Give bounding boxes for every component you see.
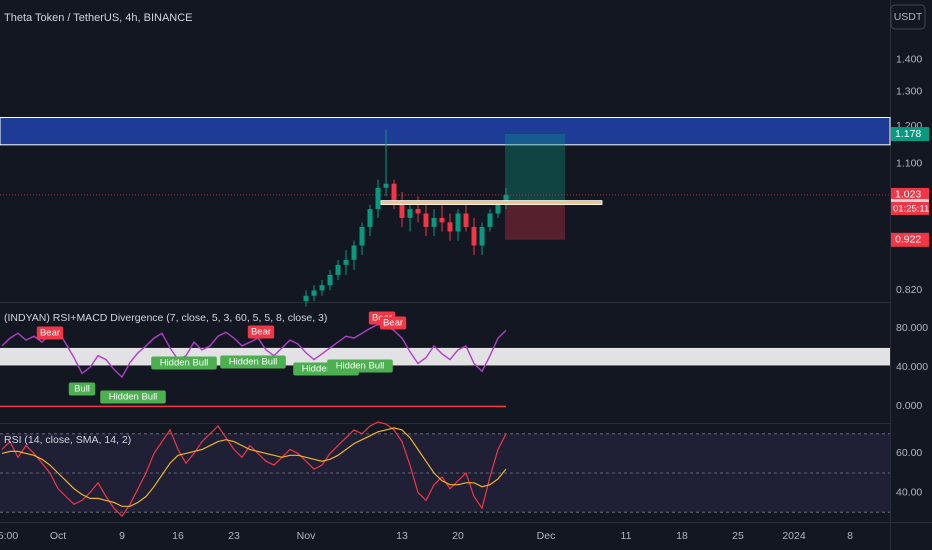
y-tick-label: 1.100 (896, 157, 922, 169)
y-tick-label: 40.000 (896, 361, 928, 373)
candle-body (383, 183, 389, 188)
candle-body (399, 200, 405, 218)
candle-body (311, 290, 317, 296)
x-tick-label: 2024 (782, 530, 806, 542)
y-tick-label: 80.000 (896, 322, 928, 334)
x-tick-label: 5:00 (0, 530, 18, 542)
chart-title: Theta Token / TetherUS, 4h, BINANCE (4, 12, 193, 24)
candle-body (319, 285, 325, 291)
zone (0, 117, 891, 146)
divergence-label: Hidden Bull (160, 358, 209, 369)
price-tag-label: 1.023 (895, 189, 921, 201)
candle-body (375, 187, 381, 210)
x-tick-label: 9 (119, 530, 125, 542)
divergence-label: Hidden Bull (302, 364, 351, 375)
x-tick-label: 20 (452, 530, 464, 542)
x-tick-label: 25 (732, 530, 744, 542)
x-tick-label: Nov (297, 530, 316, 542)
price-tag (891, 187, 929, 202)
y-tick-label: 40.00 (896, 486, 922, 498)
y-tick-label: 1.300 (896, 85, 922, 97)
candle-body (327, 274, 333, 286)
divergence-label-box (100, 390, 166, 404)
candle-body (431, 217, 437, 227)
indicator-title: (INDYAN) RSI+MACD Divergence (7, close, … (4, 312, 327, 324)
candle-body (455, 213, 461, 232)
divergence-label-box (151, 356, 217, 370)
x-tick-label: Oct (50, 530, 66, 542)
candle-body (439, 217, 445, 223)
divergence-label: Bull (74, 384, 90, 395)
candle-body (407, 209, 413, 218)
currency: USDT (894, 11, 923, 23)
currency-box[interactable] (890, 4, 926, 30)
divergence-label-box (220, 355, 286, 369)
x-tick-label: 18 (676, 530, 688, 542)
level-line (380, 200, 603, 206)
indicator-title: RSI (14, close, SMA, 14, 2) (4, 434, 131, 446)
divergence-label: Bear (251, 327, 271, 338)
candle-body (471, 226, 477, 246)
y-tick-label: 0.000 (896, 400, 922, 412)
countdown-box (891, 201, 929, 215)
candle-body (487, 213, 493, 227)
x-tick-label: Dec (537, 530, 556, 542)
price-tag (891, 232, 929, 247)
divergence-label-box (247, 325, 275, 339)
indicator-line (1, 427, 507, 507)
divergence-label: Hidden Bull (109, 392, 158, 403)
price-tag (891, 127, 929, 142)
divergence-label-box (36, 326, 64, 340)
candle-body (447, 222, 453, 232)
candle-body (359, 226, 365, 246)
candle-body (479, 226, 485, 246)
divergence-label: Hidden Bull (229, 357, 278, 368)
candle-body (495, 204, 501, 214)
x-tick-label: 23 (228, 530, 240, 542)
countdown: 01:25:11 (893, 203, 929, 214)
divergence-label: Bear (40, 328, 60, 339)
y-tick-label: 0.820 (896, 284, 922, 296)
price-tag-label: 0.922 (895, 234, 921, 246)
candle-body (367, 209, 373, 227)
y-tick-label: 60.00 (896, 447, 922, 459)
divergence-label: Hidden Bull (336, 361, 385, 372)
divergence-label-box (379, 316, 407, 330)
x-tick-label: 13 (396, 530, 408, 542)
price-tag-label: 1.178 (895, 128, 921, 140)
candle-body (415, 209, 421, 214)
x-tick-label: 11 (621, 530, 632, 542)
divergence-label-box (68, 382, 96, 396)
candle-body (303, 295, 309, 302)
position-stop (505, 202, 565, 240)
divergence-label-box (327, 359, 393, 373)
candle-body (351, 245, 357, 260)
candle-body (463, 213, 469, 227)
y-tick-label: 1.400 (896, 53, 922, 65)
candle-body (343, 259, 349, 265)
position-target (505, 134, 565, 203)
candle-body (391, 183, 397, 201)
x-tick-label: 16 (172, 530, 184, 542)
x-tick-label: 8 (847, 530, 853, 542)
candle-body (423, 213, 429, 227)
indicator-line (1, 323, 507, 379)
candle-body (503, 194, 509, 205)
candle-body (335, 264, 341, 275)
divergence-label: Bear (383, 318, 403, 329)
